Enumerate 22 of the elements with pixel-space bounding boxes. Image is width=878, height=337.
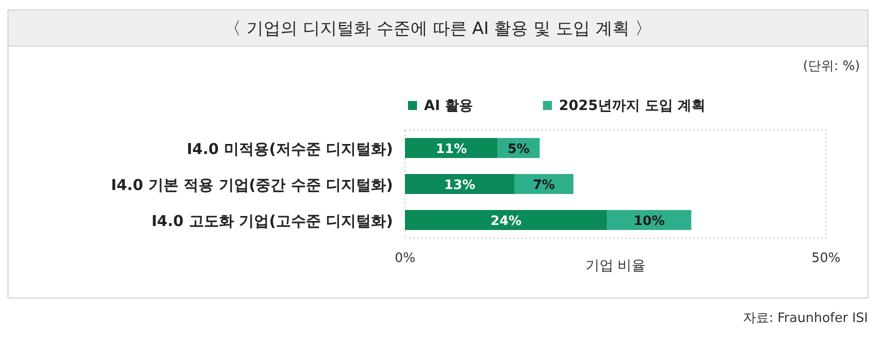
x-axis-title: 기업 비율 [585, 258, 646, 274]
data-label: 7% [532, 178, 555, 193]
data-label: 11% [436, 142, 467, 157]
data-label: 24% [490, 214, 522, 229]
bar [514, 174, 574, 194]
text: 자료: Fraunhofer ISI [743, 311, 868, 326]
bar [405, 210, 608, 230]
data-label: 5% [508, 142, 530, 157]
x-tick-label: 0% [394, 251, 416, 266]
x-tick-label: 50% [812, 251, 840, 266]
data-label: 13% [444, 178, 476, 193]
bar [405, 174, 514, 194]
chart-title: 〈 기업의 디지털화 수준에 따른 AI 활용 및 도입 계획 〉 [224, 19, 652, 39]
data-label: 10% [634, 214, 665, 229]
y-tick-label: I4.0 기본 적용 기업(중간 수준 디지털화) [111, 176, 393, 194]
y-tick-label: I4.0 고도화 기업(고수준 디지털화) [151, 212, 393, 230]
bar [405, 138, 498, 158]
legend-label: AI 활용 [424, 98, 473, 114]
text: (단위: %) [802, 59, 860, 74]
legend-label: 2025년까지 도입 계획 [558, 98, 706, 114]
y-tick-label: I4.0 미적용(저수준 디지털화) [186, 140, 393, 158]
bar [607, 210, 692, 230]
